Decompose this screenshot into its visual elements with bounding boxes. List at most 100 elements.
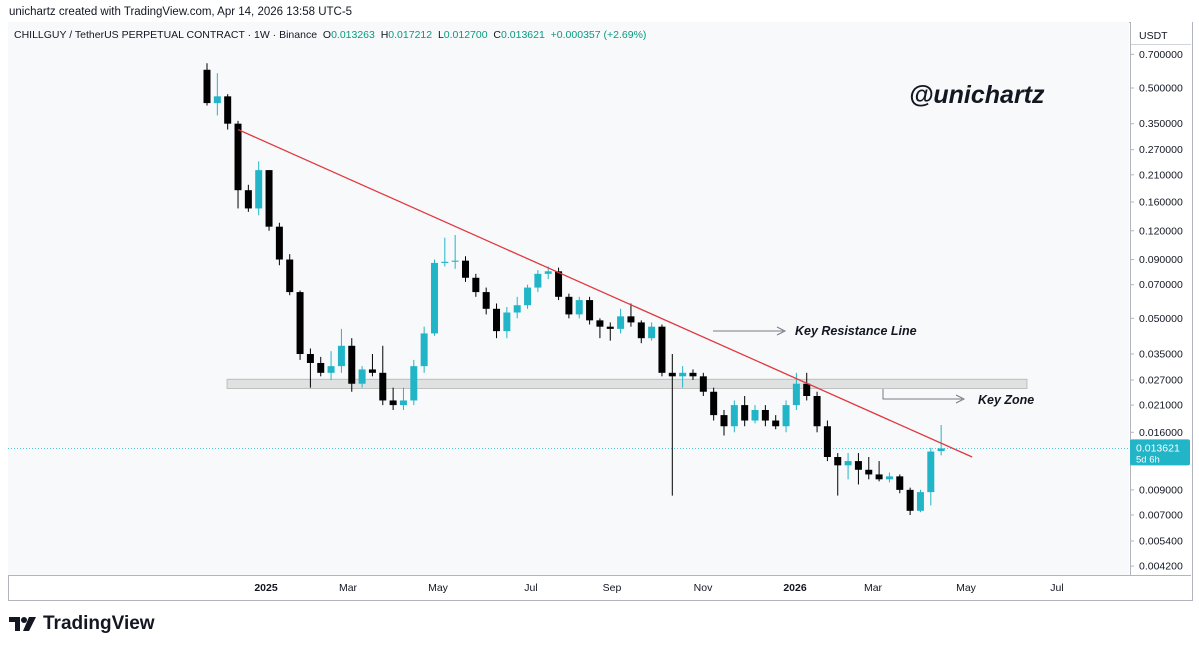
y-tick-label: 0.050000 <box>1139 313 1183 325</box>
candle-body <box>493 308 501 332</box>
candle-body <box>255 170 263 209</box>
x-tick-label: 2025 <box>254 582 278 594</box>
candle-body <box>689 372 697 377</box>
candle-body <box>834 457 842 466</box>
y-tick-label: 0.004200 <box>1139 561 1183 573</box>
candle-body <box>741 405 749 421</box>
candle-body <box>244 190 252 209</box>
y-tick-label: 0.005400 <box>1139 535 1183 547</box>
x-tick-label: Mar <box>864 582 883 594</box>
candle-body <box>410 366 418 401</box>
candle-body <box>368 369 376 373</box>
candle-body <box>358 369 366 384</box>
candle-body <box>575 300 583 315</box>
candle-body <box>306 354 314 363</box>
candle-body <box>710 391 718 416</box>
y-tick-label: 0.007000 <box>1139 510 1183 522</box>
x-tick-label: Sep <box>603 582 622 594</box>
candle-body <box>213 96 221 104</box>
candle-body <box>430 262 438 334</box>
y-tick-label: 0.016000 <box>1139 427 1183 439</box>
candle-body <box>668 372 676 377</box>
candle-body <box>844 461 852 466</box>
countdown-label: 5d 6h <box>1136 454 1160 465</box>
candle-body <box>637 322 645 339</box>
candle-body <box>803 383 811 397</box>
candle-body <box>203 69 211 104</box>
resistance-arrow-head <box>776 326 787 336</box>
high-value: 0.017212 <box>388 29 433 41</box>
candle-body <box>648 326 656 339</box>
candle-body <box>586 300 594 321</box>
candle-body <box>875 474 883 480</box>
candle-body <box>916 492 924 511</box>
chart-header: unichartz created with TradingView.com, … <box>9 6 353 18</box>
candle-body <box>420 333 428 367</box>
y-tick-label: 0.035000 <box>1139 349 1183 361</box>
candle-body <box>565 296 573 315</box>
candle-body <box>792 383 800 406</box>
candle-body <box>534 273 542 288</box>
candle-body <box>751 409 759 421</box>
candle-body <box>482 292 490 309</box>
candle-body <box>399 400 407 406</box>
c-label: C <box>493 29 502 41</box>
candle-body <box>906 489 914 511</box>
candle-body <box>927 451 935 493</box>
brand-name: TradingView <box>43 613 155 634</box>
close-value: 0.013621 <box>501 29 545 41</box>
candle-body <box>513 305 521 313</box>
symbol-info: CHILLGUY / TetherUS PERPETUAL CONTRACT ·… <box>14 29 646 41</box>
candle-body <box>896 476 904 490</box>
candle-body <box>234 123 242 191</box>
candle-body <box>937 448 945 452</box>
last-price-tag <box>1130 439 1190 466</box>
y-tick-label: 0.160000 <box>1139 196 1183 208</box>
zone-arrow-head <box>955 394 966 404</box>
price-axis[interactable] <box>1130 22 1192 575</box>
open-value: 0.013263 <box>331 29 375 41</box>
candle-body <box>317 362 325 373</box>
candle-body <box>761 409 769 421</box>
candle-body <box>379 372 387 401</box>
candle-body <box>617 316 625 329</box>
candle-body <box>389 400 397 406</box>
y-tick-label: 0.027000 <box>1139 374 1183 386</box>
candle-body <box>275 226 283 260</box>
candle-body <box>544 271 552 274</box>
x-tick-label: Jul <box>524 582 537 594</box>
zone-annotation: Key Zone <box>978 393 1034 407</box>
candle-body <box>865 469 873 475</box>
candle-body <box>596 320 604 327</box>
candle-body <box>296 292 304 355</box>
y-tick-label: 0.009000 <box>1139 484 1183 496</box>
candle-body <box>265 170 273 227</box>
x-tick-label: Nov <box>694 582 713 594</box>
zone-arrow-line <box>882 389 962 400</box>
candle-body <box>337 345 345 367</box>
tradingview-footer[interactable]: TradingView <box>9 613 155 635</box>
candle-body <box>885 476 893 480</box>
candle-body <box>441 261 449 263</box>
candle-body <box>224 96 232 124</box>
candle-body <box>503 312 511 332</box>
currency-divider <box>1131 44 1191 45</box>
symbol-title: CHILLGUY / TetherUS PERPETUAL CONTRACT ·… <box>14 29 318 41</box>
currency-label[interactable]: USDT <box>1139 30 1168 42</box>
candle-body <box>348 345 356 384</box>
key-resistance-trendline <box>237 128 973 458</box>
l-label: L <box>437 29 444 41</box>
candle-body <box>782 405 790 427</box>
x-tick-label: May <box>956 582 977 594</box>
y-tick-label: 0.270000 <box>1139 144 1183 156</box>
low-value: 0.012700 <box>443 29 488 41</box>
candle-body <box>720 415 728 427</box>
tradingview-logo-icon <box>9 617 36 631</box>
x-tick-label: May <box>428 582 449 594</box>
resistance-annotation: Key Resistance Line <box>795 324 917 338</box>
x-tick-label: 2026 <box>783 582 807 594</box>
time-axis-border <box>8 575 1191 576</box>
change-value: +0.000357 (+2.69%) <box>550 29 647 41</box>
candle-body <box>730 405 738 427</box>
